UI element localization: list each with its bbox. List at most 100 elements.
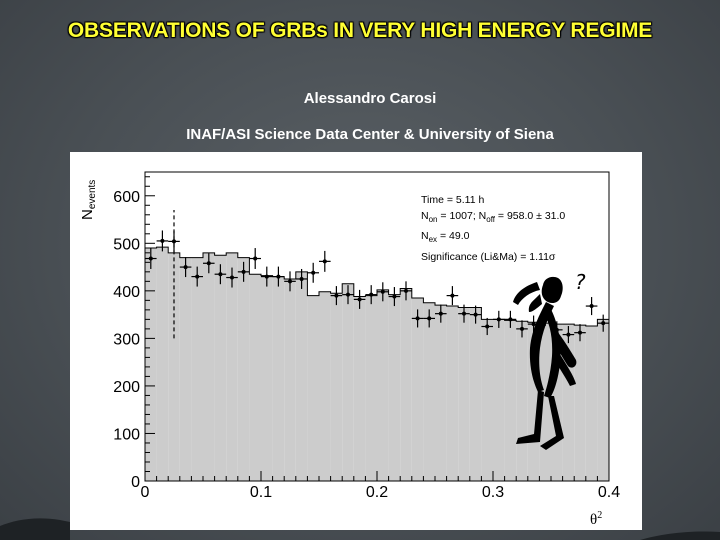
svg-text:?: ? xyxy=(575,270,586,294)
point-marker xyxy=(172,239,176,244)
point-marker xyxy=(392,294,397,299)
on-data-point xyxy=(481,317,493,336)
decorative-swoosh xyxy=(0,518,720,540)
off-bar xyxy=(307,295,319,481)
point-marker xyxy=(276,274,281,279)
on-data-point xyxy=(307,262,319,283)
point-marker xyxy=(357,297,362,302)
point-marker xyxy=(334,293,339,298)
x-tick-label: 0.1 xyxy=(250,484,272,501)
on-data-point xyxy=(295,268,308,289)
on-data-point xyxy=(516,320,528,338)
y-tick-label: 500 xyxy=(113,236,140,253)
on-data-point xyxy=(191,266,203,287)
y-tick-label: 300 xyxy=(113,331,140,348)
author-name: Alessandro Carosi xyxy=(303,90,437,107)
on-data-point xyxy=(400,281,412,301)
point-marker xyxy=(601,321,606,326)
on-data-point xyxy=(353,289,366,309)
on-data-point xyxy=(423,309,435,328)
point-marker xyxy=(496,317,501,322)
off-bar xyxy=(319,291,331,481)
point-marker xyxy=(148,256,153,261)
thinking-figure-illustration: ? xyxy=(513,270,586,450)
off-bar xyxy=(377,289,389,481)
chart-svg: 0 100 200 300 400 500 600 0 0.1 0.2 0.3 0.4 Time = … xyxy=(79,171,620,528)
x-tick-label: 0 xyxy=(141,484,150,501)
y-tick-label: 400 xyxy=(113,284,140,301)
off-bar xyxy=(295,271,308,481)
point-marker xyxy=(206,261,211,266)
point-marker xyxy=(195,274,200,279)
off-bar xyxy=(516,321,528,481)
point-marker xyxy=(520,326,524,331)
slide-title: OBSERVATIONS OF GRBs IN VERY HIGH ENERGY… xyxy=(67,19,653,42)
off-bar xyxy=(168,252,180,481)
point-marker xyxy=(218,272,223,277)
off-bar xyxy=(527,322,540,481)
off-bar xyxy=(145,248,157,481)
point-marker xyxy=(450,293,455,298)
point-marker xyxy=(322,259,327,264)
on-data-point xyxy=(458,304,470,323)
point-marker xyxy=(427,316,432,321)
point-marker xyxy=(253,256,258,261)
affiliation: INAF/ASI Science Data Center & Universit… xyxy=(186,126,554,143)
on-data-point xyxy=(249,248,261,269)
on-data-point xyxy=(377,282,389,302)
off-bar xyxy=(435,305,447,481)
y-tick-label: 0 xyxy=(131,474,140,491)
point-marker xyxy=(299,276,304,281)
y-tick-label: 100 xyxy=(113,426,140,443)
point-marker xyxy=(311,270,316,275)
on-data-point xyxy=(342,285,354,305)
off-bar xyxy=(597,319,609,481)
y-axis-title: Nevents xyxy=(79,180,98,220)
off-bar xyxy=(458,307,470,481)
y-tick-label: 200 xyxy=(113,379,140,396)
point-marker xyxy=(160,238,165,243)
on-data-point xyxy=(237,261,250,282)
point-marker xyxy=(241,269,246,274)
off-bar xyxy=(400,288,412,481)
on-data-point xyxy=(272,266,285,287)
off-bar xyxy=(562,324,575,481)
off-bar xyxy=(539,323,551,481)
off-bar xyxy=(551,324,563,481)
point-marker xyxy=(531,322,536,327)
off-bar xyxy=(284,278,296,481)
on-data-point xyxy=(261,266,273,287)
on-data-point xyxy=(446,286,459,306)
off-bar xyxy=(446,306,459,481)
on-data-point xyxy=(168,230,180,252)
off-bar xyxy=(423,302,435,481)
point-marker xyxy=(485,324,490,329)
off-bar xyxy=(411,297,424,481)
on-data-point xyxy=(388,287,401,307)
off-bar xyxy=(214,255,227,481)
off-bar xyxy=(179,257,192,481)
time-label: Time = 5.11 h xyxy=(421,194,484,206)
nex-label: Nex = 49.0 xyxy=(421,230,470,244)
point-marker xyxy=(369,292,374,297)
point-marker xyxy=(415,316,420,321)
off-bar xyxy=(191,257,203,481)
off-bar xyxy=(226,252,238,481)
on-data-point xyxy=(145,248,157,269)
point-marker xyxy=(578,330,582,335)
on-data-point xyxy=(597,314,609,332)
off-bar xyxy=(469,307,482,481)
off-histogram xyxy=(144,246,610,481)
x-axis-title: θ2 xyxy=(590,510,602,528)
off-bar xyxy=(156,247,169,481)
on-data-point xyxy=(330,286,343,306)
y-tick-label: 600 xyxy=(113,189,140,206)
off-bar xyxy=(342,283,354,481)
on-data-point xyxy=(319,250,331,272)
off-bar xyxy=(504,320,517,481)
point-marker xyxy=(589,304,594,309)
point-marker xyxy=(508,317,513,322)
off-bar xyxy=(237,257,250,481)
point-marker xyxy=(438,311,443,316)
point-marker xyxy=(380,289,385,294)
